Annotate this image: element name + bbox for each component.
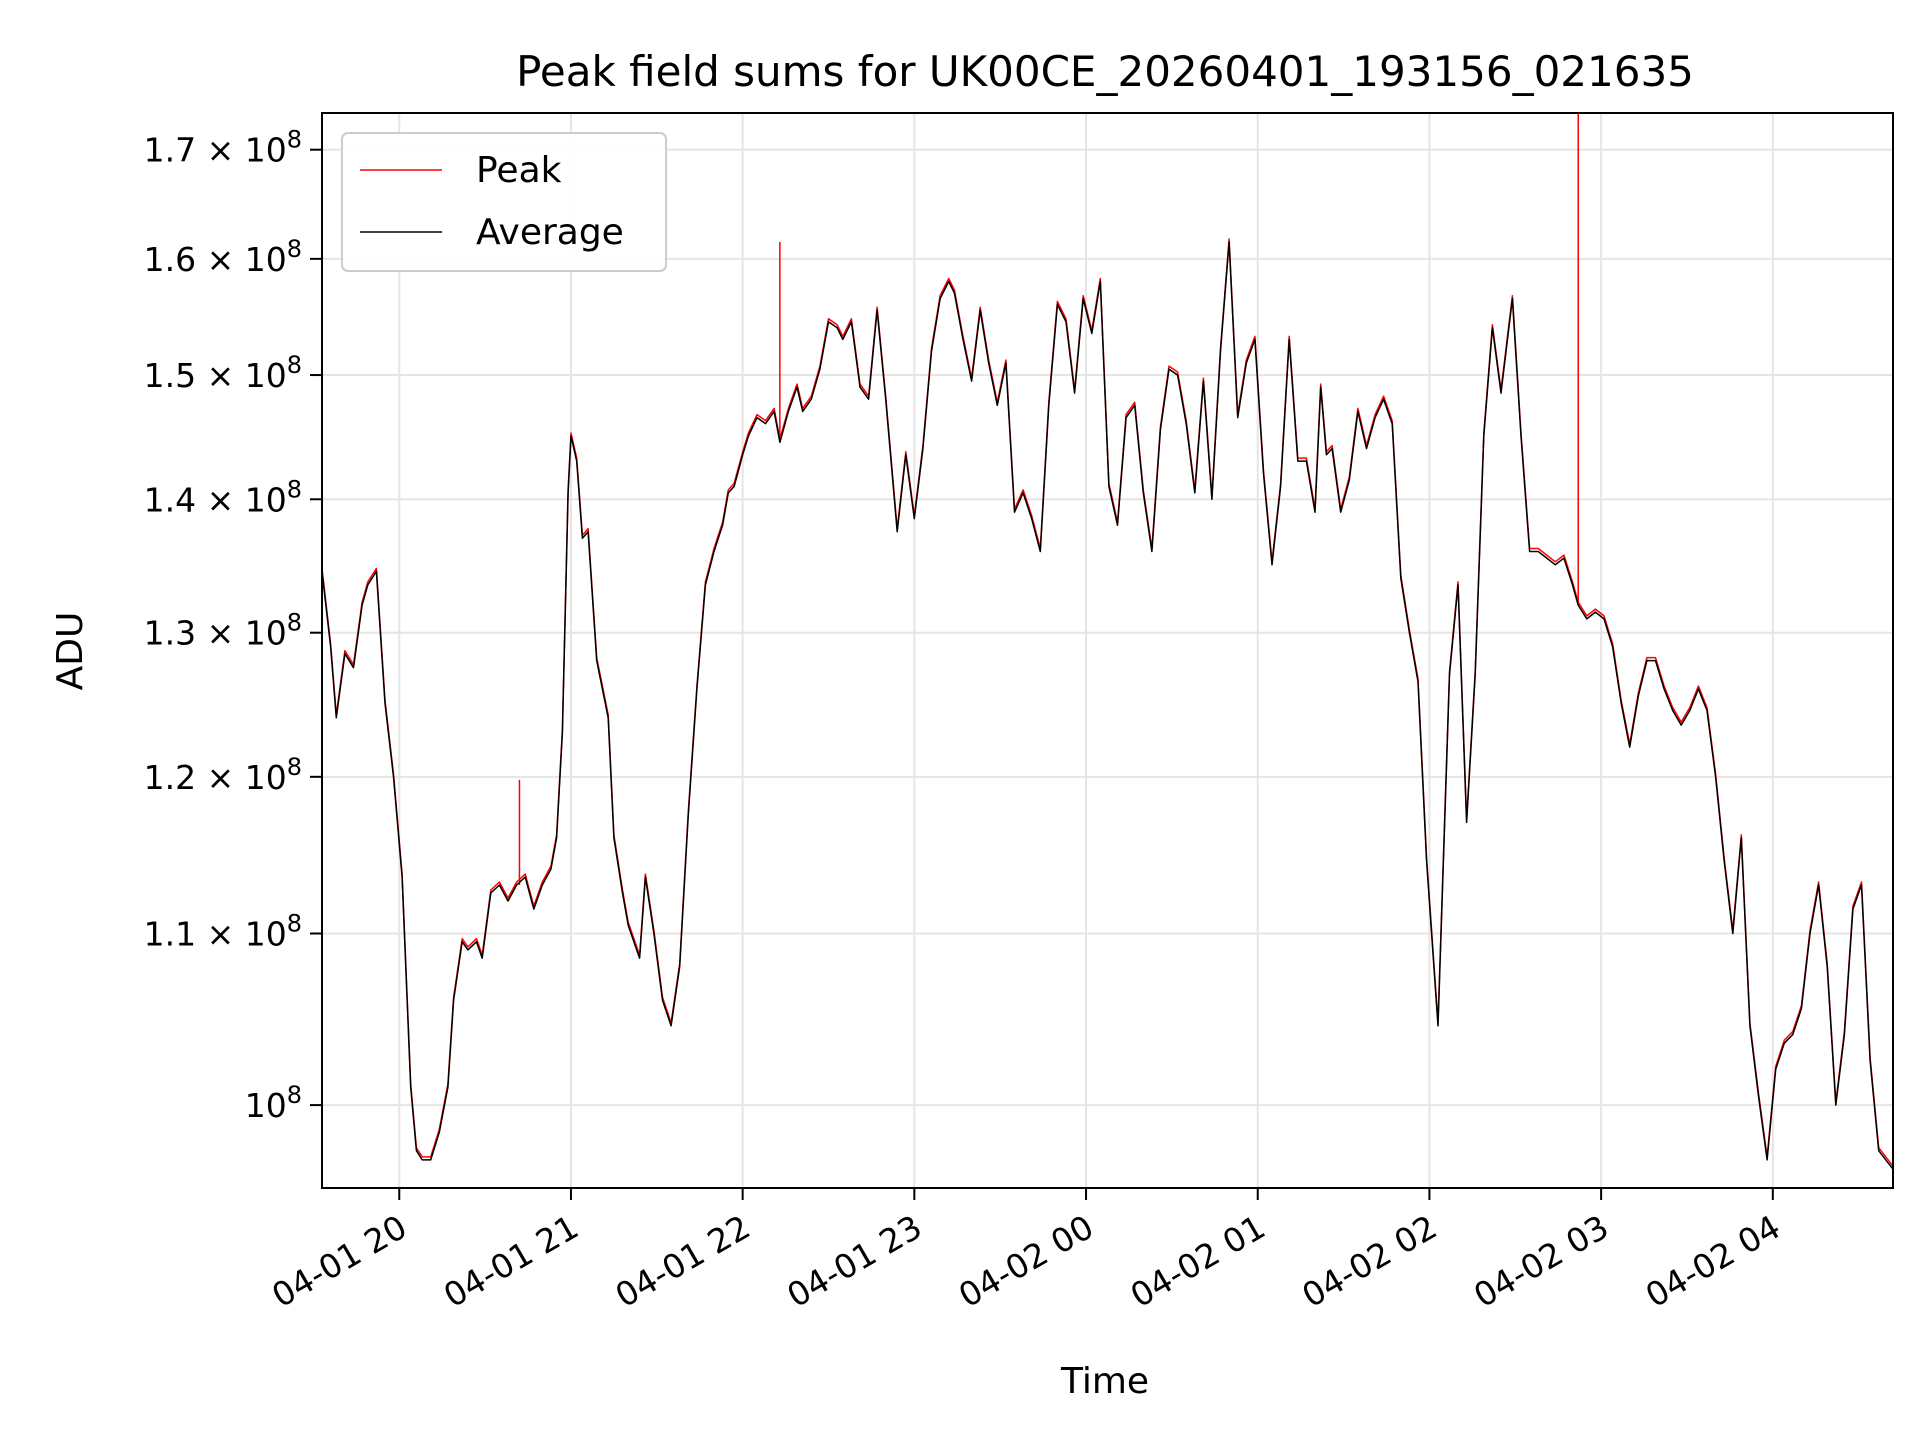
- average-series-line: [321, 241, 1894, 1170]
- y-tick-label: 1.7 × 108: [144, 126, 302, 170]
- peak-series-line: [321, 238, 1894, 1167]
- y-tick-label: 108: [245, 1081, 302, 1125]
- y-tick-label: 1.6 × 108: [144, 235, 302, 279]
- x-tick-label: 04-01 23: [780, 1207, 928, 1315]
- grid-lines: [322, 113, 1893, 1188]
- x-tick-label: 04-01 21: [437, 1207, 585, 1315]
- x-tick-label: 04-02 04: [1639, 1207, 1787, 1315]
- x-tick-label: 04-01 22: [609, 1207, 757, 1315]
- y-tick-label: 1.2 × 108: [144, 753, 302, 797]
- x-axis-label: Time: [1060, 1361, 1149, 1402]
- x-tick-label: 04-02 02: [1295, 1207, 1443, 1315]
- x-tick-label: 04-02 00: [952, 1207, 1100, 1315]
- y-tick-label: 1.3 × 108: [144, 609, 302, 653]
- legend-peak-label: Peak: [476, 150, 562, 191]
- y-tick-label: 1.5 × 108: [144, 351, 302, 395]
- legend-average-label: Average: [476, 212, 624, 253]
- x-tick-label: 04-02 01: [1124, 1207, 1272, 1315]
- chart-title: Peak field sums for UK00CE_20260401_1931…: [516, 47, 1694, 96]
- plot-frame: [321, 112, 1894, 1189]
- y-tick-label: 1.1 × 108: [144, 909, 302, 953]
- y-axis: 108 1.1 × 108 1.2 × 108 1.3 × 108 1.4 × 108 1…: [144, 126, 322, 1125]
- y-axis-label: ADU: [50, 612, 91, 691]
- plot-clip-area: [321, 113, 1894, 1170]
- legend-box: [341, 132, 667, 272]
- x-tick-label: 04-01 20: [265, 1207, 413, 1315]
- legend: Peak Average: [341, 132, 667, 272]
- x-tick-label: 04-02 03: [1467, 1207, 1615, 1315]
- x-axis: 04-01 20 04-01 21 04-01 22 04-01 23 04-02 00…: [265, 1188, 1787, 1315]
- y-tick-label: 1.4 × 108: [144, 475, 302, 519]
